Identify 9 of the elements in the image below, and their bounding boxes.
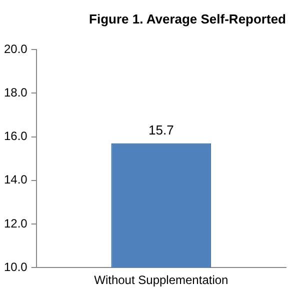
x-tick-label: Without Supplementation	[94, 273, 228, 288]
y-tick-label: 12.0	[4, 216, 28, 230]
chart-title: Figure 1. Average Self-Reported	[89, 11, 286, 26]
y-tick-label: 18.0	[4, 86, 28, 100]
y-tick-label: 16.0	[4, 129, 28, 144]
y-tick-label: 20.0	[4, 42, 28, 56]
y-tick-label: 14.0	[4, 172, 28, 187]
data-label: 15.7	[148, 122, 174, 138]
y-tick-label: 10.0	[4, 260, 28, 274]
